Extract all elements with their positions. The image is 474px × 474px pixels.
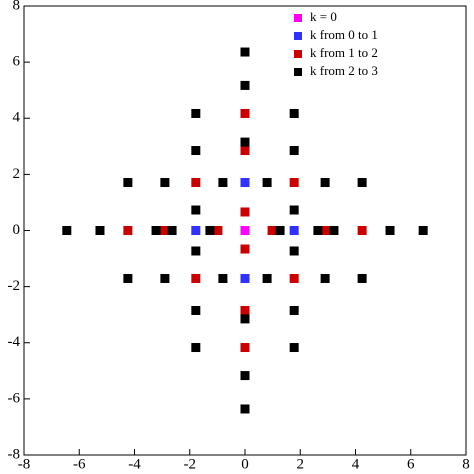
x-tick-label: 4: [352, 456, 360, 472]
point: [191, 205, 201, 215]
point: [240, 178, 250, 188]
point: [262, 273, 272, 283]
x-tick-label: 6: [407, 456, 415, 472]
point: [240, 226, 250, 235]
point: [320, 178, 330, 188]
point: [160, 226, 170, 235]
x-tick-label: 0: [241, 456, 249, 472]
point: [240, 273, 250, 283]
point: [213, 226, 223, 235]
point: [289, 305, 299, 315]
legend-label: k = 0: [310, 9, 337, 24]
point: [289, 226, 299, 235]
point: [191, 178, 201, 188]
point: [240, 314, 250, 324]
point: [218, 273, 228, 283]
point: [289, 146, 299, 156]
point: [240, 305, 250, 315]
point: [357, 273, 367, 283]
point: [95, 226, 105, 235]
point: [289, 108, 299, 118]
y-tick-label: 6: [13, 54, 21, 70]
y-tick-label: 0: [13, 222, 21, 238]
point: [418, 226, 428, 235]
x-tick-label: 2: [297, 456, 305, 472]
y-tick-label: -2: [8, 278, 21, 294]
legend-label: k from 1 to 2: [310, 45, 378, 60]
point: [167, 226, 177, 235]
point: [289, 246, 299, 256]
x-tick-label: -6: [73, 456, 86, 472]
point: [191, 273, 201, 283]
point: [289, 273, 299, 283]
point: [191, 108, 201, 118]
point: [262, 178, 272, 188]
point: [289, 205, 299, 215]
point: [329, 226, 339, 235]
point: [313, 226, 323, 235]
point: [240, 207, 250, 217]
y-tick-label: -6: [8, 390, 21, 406]
point: [240, 404, 250, 414]
point: [240, 47, 250, 57]
point: [160, 273, 170, 283]
point: [240, 80, 250, 90]
point: [240, 108, 250, 118]
point: [240, 343, 250, 353]
point: [191, 146, 201, 156]
y-tick-label: 2: [13, 166, 21, 182]
y-tick-label: -4: [8, 334, 21, 350]
point: [357, 226, 367, 235]
point: [160, 178, 170, 188]
point: [191, 226, 201, 235]
point: [240, 146, 250, 156]
y-tick-label: -8: [8, 446, 21, 462]
legend-marker: [294, 50, 302, 58]
point: [320, 273, 330, 283]
x-tick-label: -2: [184, 456, 197, 472]
x-tick-label: -8: [18, 456, 31, 472]
legend-marker: [294, 32, 302, 40]
legend-marker: [294, 68, 302, 76]
point: [191, 246, 201, 256]
point: [123, 226, 133, 235]
legend-label: k from 2 to 3: [310, 63, 378, 78]
point: [123, 178, 133, 188]
point: [205, 226, 215, 235]
x-tick-label: 8: [462, 456, 470, 472]
point: [191, 343, 201, 353]
x-tick-label: -4: [128, 456, 141, 472]
point: [275, 226, 285, 235]
point: [240, 371, 250, 381]
point: [289, 343, 299, 353]
y-tick-label: 8: [13, 0, 21, 13]
point: [151, 226, 161, 235]
legend-label: k from 0 to 1: [310, 27, 378, 42]
y-tick-label: 4: [13, 110, 21, 126]
point: [385, 226, 395, 235]
point: [357, 178, 367, 188]
point: [62, 226, 72, 235]
point: [267, 226, 277, 235]
point: [191, 305, 201, 315]
point: [240, 137, 250, 147]
point: [240, 244, 250, 254]
point: [123, 273, 133, 283]
point: [289, 178, 299, 188]
legend-marker: [294, 14, 302, 22]
point: [218, 178, 228, 188]
point: [320, 226, 330, 235]
